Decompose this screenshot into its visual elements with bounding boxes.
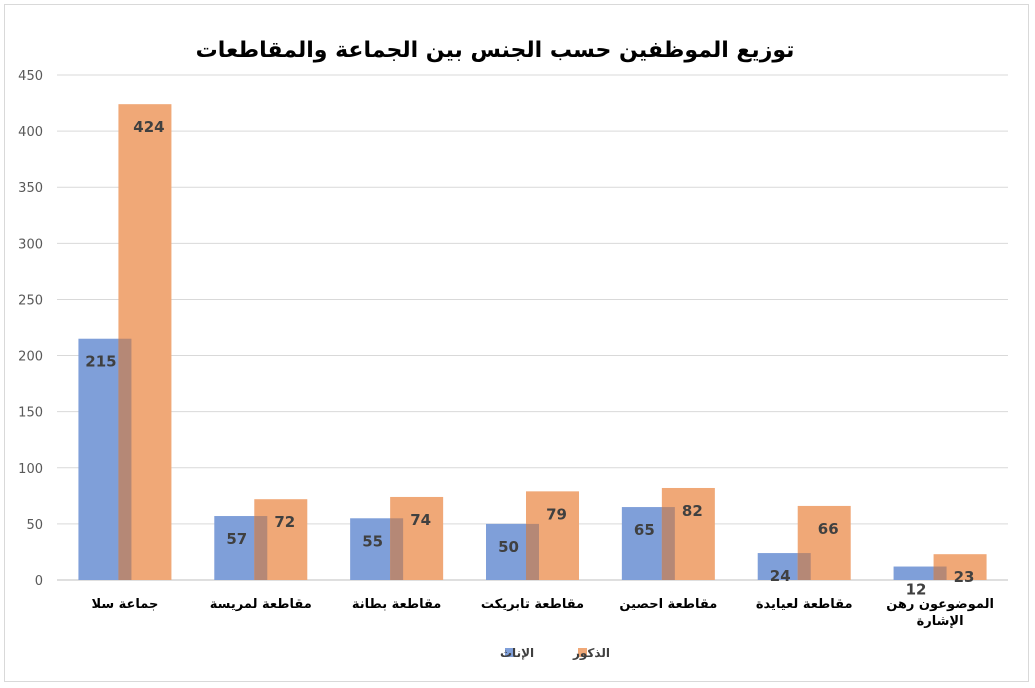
data-label: 23 <box>954 568 975 586</box>
x-tick-label: الإشارة <box>917 614 964 629</box>
bar-overlap <box>933 566 947 580</box>
y-tick-label: 400 <box>18 125 43 140</box>
bar-overlap <box>390 518 404 580</box>
chart-frame: توزيع الموظفين حسب الجنس بين الجماعة وال… <box>4 4 1029 682</box>
legend-swatch <box>578 648 587 657</box>
data-label: 55 <box>362 532 383 550</box>
x-tick-label: مقاطعة تابريكت <box>481 597 584 612</box>
data-label: 82 <box>682 502 703 520</box>
x-tick-label: مقاطعة احصين <box>619 597 717 612</box>
bar-overlap <box>797 553 811 580</box>
data-label: 24 <box>770 567 791 585</box>
x-tick-label: مقاطعة بطانة <box>352 597 441 612</box>
data-label: 65 <box>634 521 655 539</box>
data-label: 424 <box>133 118 164 136</box>
bar-overlap <box>661 507 675 580</box>
y-tick-label: 250 <box>18 293 43 308</box>
y-axis: 0 50 100 150 200 250 300 350 400 450 <box>18 69 43 589</box>
bar-female <box>893 566 947 580</box>
data-label: 57 <box>226 530 247 548</box>
x-tick-label: مقاطعة لمريسة <box>210 597 312 612</box>
data-label: 66 <box>818 520 839 538</box>
x-tick-label: مقاطعة لعيايدة <box>756 597 853 612</box>
data-label: 79 <box>546 505 567 523</box>
data-label: 74 <box>410 511 431 529</box>
y-tick-label: 300 <box>18 237 43 252</box>
x-axis: جماعة سلا مقاطعة لمريسة مقاطعة بطانة مقاطعة… <box>91 597 993 629</box>
y-tick-label: 450 <box>18 69 43 84</box>
chart-title: توزيع الموظفين حسب الجنس بين الجماعة وال… <box>196 38 795 63</box>
y-tick-label: 100 <box>18 462 43 477</box>
legend: الذكور الإناث <box>500 646 610 661</box>
legend-label: الإناث <box>500 646 534 660</box>
bar-overlap <box>118 338 132 580</box>
bar-overlap <box>526 523 539 580</box>
data-label: 72 <box>274 513 295 531</box>
y-tick-label: 200 <box>18 350 43 365</box>
data-label: 215 <box>85 353 116 371</box>
bars: 215 424 57 72 55 74 50 79 65 82 24 66 12 23 <box>78 104 987 599</box>
x-tick-label: جماعة سلا <box>91 597 158 612</box>
data-label: 50 <box>498 538 519 556</box>
y-tick-label: 150 <box>18 406 43 421</box>
x-tick-label: الموضوعون رهن <box>886 597 994 612</box>
legend-label: الذكور <box>572 646 610 661</box>
legend-swatch <box>505 648 514 657</box>
y-tick-label: 50 <box>26 518 43 533</box>
data-label: 12 <box>906 581 927 599</box>
y-tick-label: 0 <box>35 574 43 589</box>
bar-chart: توزيع الموظفين حسب الجنس بين الجماعة وال… <box>18 38 1008 661</box>
y-tick-label: 350 <box>18 181 43 196</box>
bar-overlap <box>254 516 268 580</box>
